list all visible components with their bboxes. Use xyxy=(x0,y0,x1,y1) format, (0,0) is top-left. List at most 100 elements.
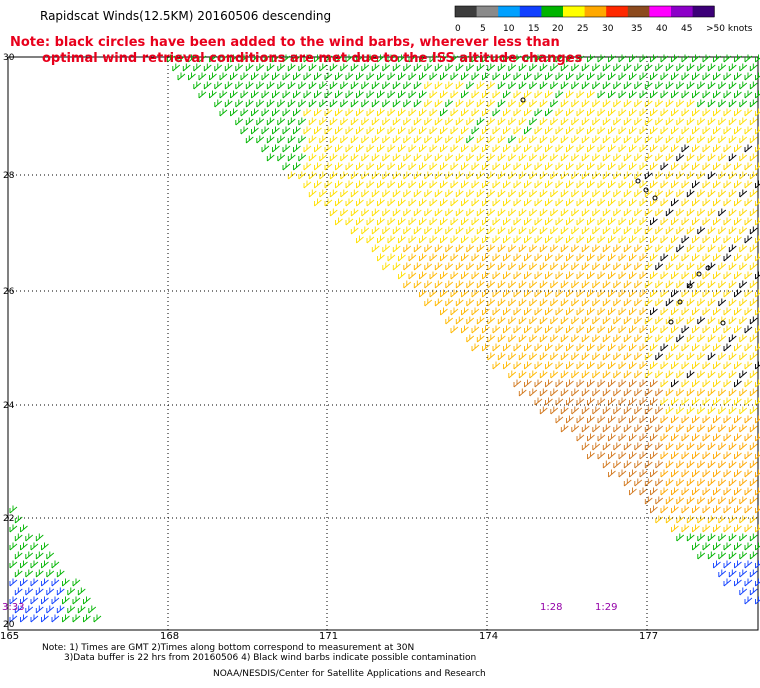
wind-barb xyxy=(476,189,485,198)
wind-barb xyxy=(681,451,690,460)
wind-barb xyxy=(650,235,658,244)
wind-barb xyxy=(728,298,737,307)
legend-label: 0 xyxy=(455,24,461,34)
wind-barb xyxy=(571,388,580,397)
wind-barb xyxy=(739,587,748,596)
wind-barb xyxy=(550,99,559,108)
wind-barb xyxy=(739,515,748,524)
wind-barb xyxy=(629,108,637,117)
wind-barb xyxy=(482,162,490,171)
wind-barb xyxy=(503,235,511,244)
wind-barb xyxy=(728,442,737,451)
wind-barb xyxy=(319,99,328,108)
wind-barb xyxy=(513,108,522,117)
wind-barb xyxy=(560,334,569,343)
wind-barb xyxy=(681,379,690,388)
wind-barb xyxy=(686,208,695,217)
wind-barb xyxy=(25,605,34,614)
wind-barb xyxy=(319,117,328,126)
wind-barb xyxy=(287,99,296,108)
legend-label: 20 xyxy=(552,24,564,34)
wind-barb xyxy=(728,569,737,578)
wind-barb xyxy=(434,226,443,235)
wind-barb xyxy=(639,451,648,460)
wind-barb xyxy=(744,180,753,189)
wind-barb xyxy=(660,126,669,135)
wind-barb xyxy=(613,370,622,379)
wind-barb xyxy=(392,81,401,90)
wind-barb xyxy=(650,469,658,478)
wind-barb xyxy=(419,180,427,189)
wind-barb xyxy=(592,352,601,361)
wind-barb xyxy=(597,433,606,442)
wind-barb xyxy=(261,108,270,117)
plot-frame xyxy=(7,56,759,631)
wind-barb xyxy=(555,343,564,352)
wind-barb xyxy=(681,235,690,244)
wind-barb xyxy=(534,144,543,153)
wind-barb xyxy=(592,208,601,217)
wind-barb xyxy=(293,162,301,171)
wind-barb xyxy=(403,208,412,217)
wind-barb xyxy=(592,189,601,198)
wind-barb xyxy=(30,614,39,623)
wind-barb xyxy=(734,217,742,226)
wind-barb xyxy=(681,325,690,334)
wind-barb xyxy=(324,180,333,189)
wind-barb xyxy=(403,226,412,235)
wind-barb xyxy=(466,244,475,253)
wind-barb xyxy=(692,72,700,81)
wind-barb xyxy=(597,235,606,244)
wind-barb xyxy=(749,460,758,469)
wind-barb xyxy=(545,144,553,153)
wind-barb xyxy=(534,307,543,316)
wind-barb xyxy=(560,171,569,180)
wind-barb xyxy=(492,325,501,334)
wind-barb xyxy=(581,171,590,180)
wind-barb xyxy=(671,289,679,298)
wind-barb xyxy=(576,54,585,63)
wind-barb xyxy=(634,424,643,433)
wind-barb xyxy=(545,108,553,117)
wind-barb xyxy=(639,343,648,352)
wind-barb xyxy=(707,226,716,235)
wind-barb xyxy=(702,524,711,533)
wind-barb xyxy=(744,542,753,551)
wind-barb xyxy=(518,280,527,289)
wind-barb xyxy=(681,108,690,117)
wind-barb xyxy=(550,117,559,126)
wind-barb xyxy=(749,153,758,162)
wind-barb xyxy=(744,505,753,514)
wind-barb xyxy=(434,280,443,289)
wind-barb xyxy=(350,226,359,235)
wind-barb xyxy=(182,63,191,72)
wind-barb xyxy=(602,442,611,451)
wind-barb xyxy=(550,63,559,72)
wind-barb xyxy=(686,515,695,524)
wind-barb xyxy=(734,451,742,460)
wind-barb xyxy=(576,253,585,262)
wind-barb xyxy=(329,99,338,108)
wind-barb xyxy=(723,487,732,496)
legend-swatch xyxy=(498,6,521,17)
wind-barb xyxy=(744,253,753,262)
wind-barb xyxy=(261,144,270,153)
wind-barb xyxy=(634,352,643,361)
wind-barb xyxy=(744,361,753,370)
wind-barb xyxy=(560,189,569,198)
map-title: Rapidscat Winds(12.5KM) 20160506 descend… xyxy=(40,9,331,23)
wind-barb xyxy=(529,135,538,144)
wind-barb xyxy=(46,551,55,560)
wind-barb xyxy=(713,487,721,496)
wind-barb xyxy=(566,235,574,244)
wind-barb xyxy=(707,81,716,90)
wind-barb xyxy=(629,343,637,352)
legend-swatch xyxy=(563,6,586,17)
wind-barb xyxy=(324,162,333,171)
wind-barb xyxy=(319,81,328,90)
wind-barb xyxy=(618,180,627,189)
wind-barb xyxy=(702,180,711,189)
wind-barb xyxy=(324,126,333,135)
wind-barb xyxy=(371,244,380,253)
wind-barb xyxy=(51,614,60,623)
